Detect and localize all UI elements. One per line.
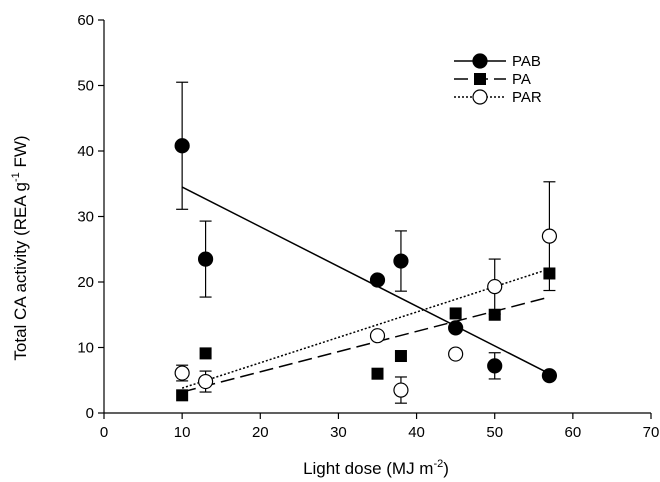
point-par: [369, 328, 386, 344]
point-pab: [448, 320, 464, 336]
point-par: [541, 228, 558, 244]
y-tick-label: 30: [77, 209, 94, 226]
error-bars: [176, 81, 556, 404]
x-tick-label: 30: [330, 424, 347, 441]
legend-label-pa: PA: [512, 71, 531, 88]
point-pab: [541, 368, 558, 384]
x-axis-title: Light dose (MJ m-2): [303, 458, 449, 478]
y-axis-title: Total CA activity (REA g-1 FW): [10, 135, 30, 360]
data-markers: [174, 138, 558, 402]
point-pa: [176, 389, 189, 402]
x-tick-label: 20: [252, 424, 269, 441]
point-pa: [449, 307, 462, 320]
point-pab: [393, 253, 409, 269]
x-tick-label: 40: [408, 424, 425, 441]
point-pa: [394, 350, 407, 363]
legend-label-pab: PAB: [512, 53, 541, 70]
fit-line-pab: [181, 186, 550, 375]
point-pab: [174, 138, 190, 154]
x-tick-label: 0: [100, 424, 108, 441]
y-tick-label: 50: [77, 78, 94, 95]
fit-line-pa: [181, 296, 550, 393]
axes: 0 10 20 30 40 50 60 70 0 10 20 30 40 50 60: [77, 12, 659, 441]
point-pab: [487, 358, 503, 374]
x-tick-label: 10: [174, 424, 191, 441]
point-pa: [371, 367, 384, 380]
y-tick-label: 60: [77, 12, 94, 29]
point-par: [393, 382, 409, 398]
legend-marker-par: [472, 89, 488, 105]
x-tick-label: 50: [486, 424, 503, 441]
point-par: [174, 365, 190, 381]
y-tick-label: 40: [77, 143, 94, 160]
y-tick-label: 20: [77, 274, 94, 291]
point-pab: [369, 272, 386, 288]
legend-label-par: PAR: [512, 89, 542, 106]
point-pa: [543, 267, 556, 280]
point-pab: [197, 251, 214, 267]
x-tick-label: 70: [643, 424, 660, 441]
legend-marker-pa: [474, 73, 486, 85]
point-par: [448, 346, 464, 362]
point-par: [197, 373, 214, 390]
y-tick-label: 10: [77, 340, 94, 357]
point-pa: [199, 347, 212, 360]
legend-marker-pab: [472, 53, 488, 69]
point-pa: [488, 308, 501, 321]
y-tick-label: 0: [86, 405, 94, 422]
x-tick-label: 60: [565, 424, 582, 441]
point-par: [487, 278, 503, 295]
